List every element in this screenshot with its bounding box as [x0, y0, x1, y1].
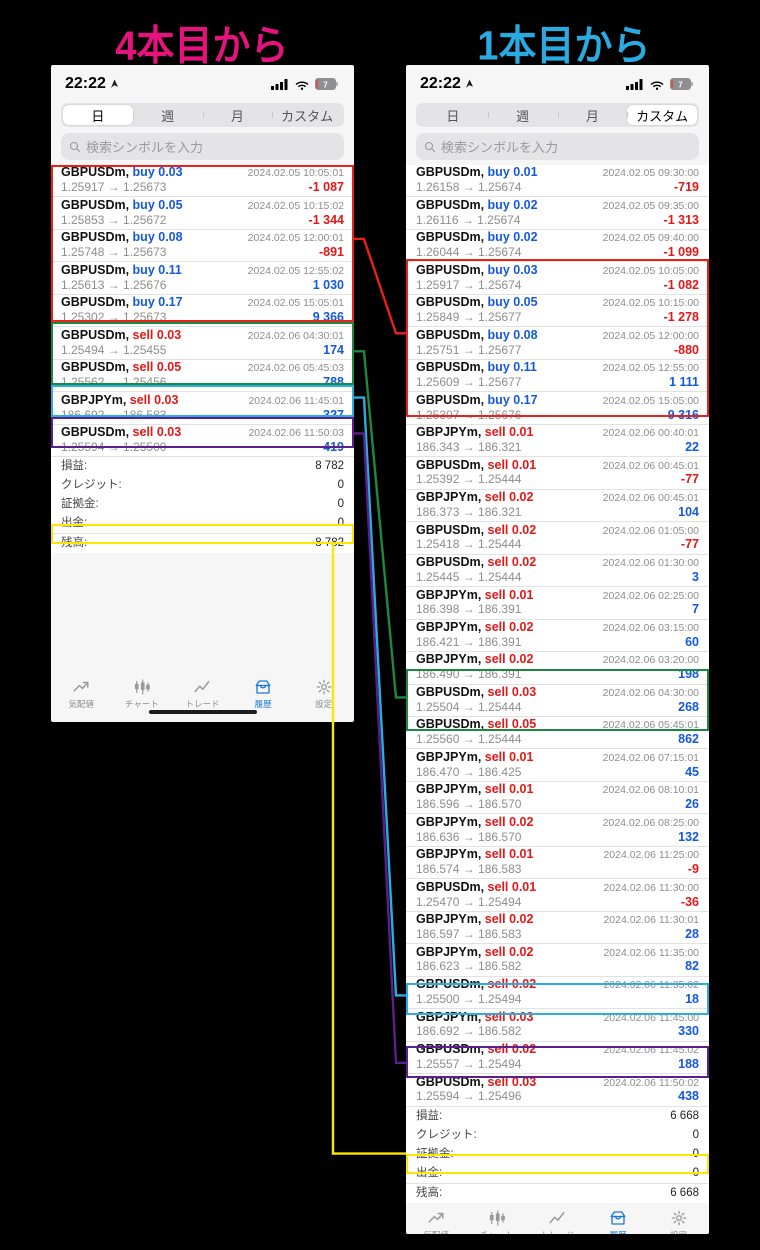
svg-text:7: 7 — [678, 80, 683, 89]
svg-text:7: 7 — [323, 80, 328, 89]
